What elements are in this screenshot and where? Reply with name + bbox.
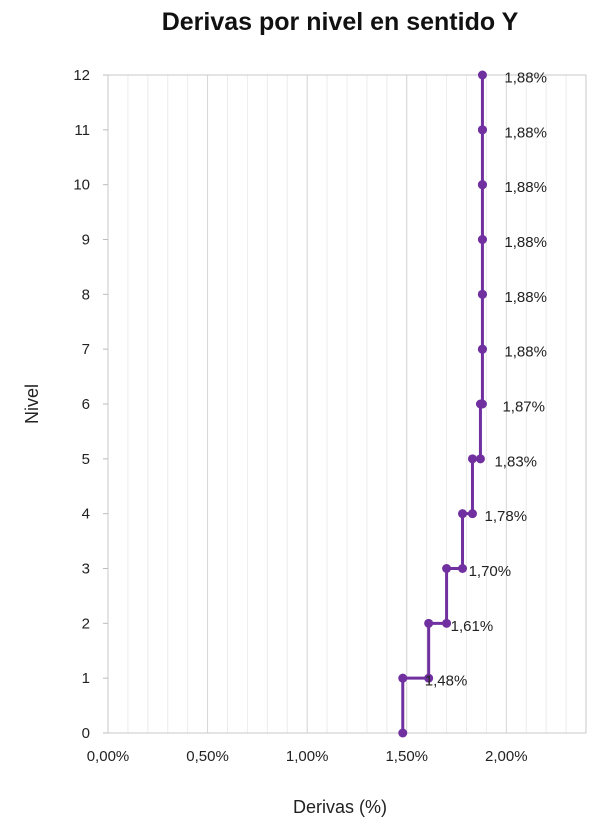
drift-data-label: 1,88% [504, 344, 547, 361]
y-tick-label: 12 [73, 67, 90, 84]
x-tick-label: 2,00% [485, 748, 528, 765]
drift-data-label: 1,48% [425, 673, 468, 690]
chart-title: Derivas por nivel en sentido Y [162, 8, 519, 36]
drift-data-label: 1,83% [494, 453, 537, 470]
x-tick-label: 0,50% [186, 748, 229, 765]
y-axis-title: Nivel [22, 384, 42, 424]
y-tick-label: 5 [82, 451, 90, 468]
drift-data-label: 1,88% [504, 179, 547, 196]
drift-data-label: 1,70% [469, 563, 512, 580]
data-point [477, 125, 487, 135]
x-axis: 0,00% 0,50% 1,00% 1,50% 2,00% [87, 748, 528, 765]
data-point [442, 564, 452, 573]
data-point [477, 344, 487, 354]
data-labels: 1,48% 1,61% 1,70% 1,78% 1,83% 1,87% 1,88% 1,88%… [425, 69, 547, 689]
y-tick-label: 6 [82, 396, 90, 413]
data-point [442, 618, 452, 628]
data-point [477, 70, 487, 80]
data-point [424, 673, 434, 683]
data-point [458, 564, 468, 573]
drift-data-label: 1,88% [504, 69, 547, 86]
drift-data-label: 1,87% [502, 398, 545, 415]
y-tick-label: 9 [82, 232, 90, 249]
y-tick-label: 4 [82, 506, 90, 523]
data-point [398, 673, 408, 683]
x-tick-label: 1,00% [286, 748, 329, 765]
data-point [467, 509, 477, 519]
x-axis-title: Derivas (%) [293, 797, 387, 817]
x-tick-label: 1,50% [385, 748, 428, 765]
data-point [424, 618, 434, 628]
drift-data-label: 1,88% [504, 234, 547, 251]
y-tick-label: 0 [82, 725, 90, 742]
drift-data-label: 1,88% [504, 289, 547, 306]
data-point [477, 399, 487, 409]
data-point [477, 289, 487, 299]
minor-gridlines [127, 75, 567, 733]
y-tick-label: 3 [82, 561, 90, 578]
drift-points [398, 70, 487, 738]
y-tick-label: 11 [74, 122, 90, 139]
data-point [475, 454, 485, 464]
drift-data-label: 1,88% [504, 124, 547, 141]
y-tick-label: 2 [82, 615, 90, 632]
drift-data-label: 1,61% [451, 618, 494, 635]
y-tick-label: 7 [82, 341, 90, 358]
y-tick-label: 8 [82, 286, 90, 303]
x-tick-label: 0,00% [87, 748, 130, 765]
data-point [458, 509, 468, 519]
major-gridlines [107, 75, 507, 733]
y-tick-label: 10 [73, 177, 90, 194]
data-point [398, 728, 408, 738]
data-point [467, 454, 477, 464]
data-point [477, 180, 487, 190]
drift-data-label: 1,78% [485, 508, 528, 525]
data-point [477, 235, 487, 244]
y-tick-label: 1 [82, 670, 90, 687]
